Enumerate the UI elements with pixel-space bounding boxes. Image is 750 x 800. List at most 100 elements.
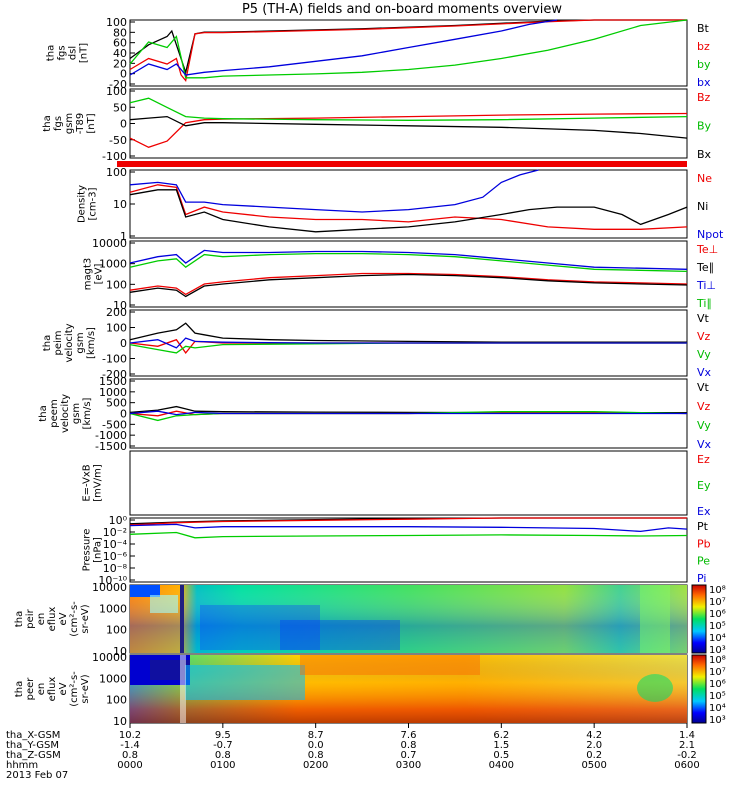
y-tick-label: 0 <box>120 68 127 81</box>
y-axis-label: gsm <box>64 113 75 134</box>
y-axis-label: gsm <box>75 332 86 353</box>
legend-entry: Pe <box>697 555 710 568</box>
y-tick-label: -1000 <box>95 429 127 442</box>
legend-entry: By <box>697 120 712 133</box>
legend-entry: Vt <box>697 312 710 325</box>
y-tick-label: 10⁻⁴ <box>103 538 128 551</box>
legend-entry: Vt <box>697 381 710 394</box>
x-tick-label: 1.5 <box>493 740 509 751</box>
electron-spectrogram-image <box>130 655 687 723</box>
y-tick-label: 100 <box>106 624 127 637</box>
y-tick-label: 80 <box>113 26 127 39</box>
panel-fgs-gsm: 100 50 0 -50 -100 tha fgs gsm -T89 [nT] Bz By Bx <box>42 85 712 163</box>
y-axis-label: Pressure <box>82 529 93 572</box>
series-line-By <box>129 97 688 121</box>
y-tick-label: 10⁰ <box>109 514 128 527</box>
y-axis-label: tha <box>42 335 53 351</box>
colorbar-tick-label: 10⁵ <box>709 691 726 702</box>
x-tick-label: 10.2 <box>119 730 141 741</box>
colorbar-tick-label: 10⁷ <box>709 597 726 608</box>
y-axis-label: [km/s] <box>86 327 97 359</box>
y-tick-label: 1 <box>120 230 127 243</box>
y-axis-label: en <box>36 613 47 626</box>
series-line-Ni <box>129 189 688 233</box>
y-axis-label: dsl <box>68 46 79 60</box>
x-axis-labels: tha_X-GSM 10.2 9.5 8.7 7.6 6.2 4.2 1.4 tha_Y-GSM… <box>6 723 700 781</box>
x-tick-label: 9.5 <box>215 730 231 741</box>
panel-peim-velocity: 200 100 0 -100 -200 tha peim velocity gsm [km/s] V… <box>42 306 712 381</box>
x-row-label: tha_X-GSM <box>6 730 60 741</box>
x-tick-label: -0.7 <box>213 740 233 751</box>
colorbar-tick-label: 10⁴ <box>709 703 726 714</box>
y-axis-label: [mV/m] <box>93 464 104 502</box>
y-axis-label: tha <box>46 45 57 61</box>
legend-entry: Pi <box>697 572 706 585</box>
panel-temperature: 10000 1000 100 10 magt3 [eV] Te⊥ Te∥ Ti⊥ Ti∥ <box>83 237 719 312</box>
colorbar-tick-label: 10⁸ <box>709 585 726 596</box>
series-line-Te⊥ <box>129 272 688 296</box>
y-tick-label: -20 <box>109 78 127 91</box>
legend-entry: Te∥ <box>696 261 714 274</box>
legend-entry: Vx <box>697 438 712 451</box>
legend-entry: Ey <box>697 479 711 492</box>
legend-entry: Te⊥ <box>696 243 718 256</box>
y-tick-label: 1500 <box>99 375 127 388</box>
colorbar-tick-label: 10⁶ <box>709 679 726 690</box>
series-line-Pb <box>129 517 687 526</box>
y-tick-label: 10⁻¹⁰ <box>98 574 127 587</box>
colorbar-tick-label: 10⁵ <box>709 621 726 632</box>
colorbar <box>691 584 707 654</box>
y-axis-label: peim <box>53 330 64 355</box>
y-axis-label: peem <box>49 399 60 427</box>
y-tick-label: 40 <box>113 47 127 60</box>
y-axis-label: tha <box>14 611 25 627</box>
legend-entry: Ti⊥ <box>696 279 716 292</box>
legend-entry: by <box>697 58 711 71</box>
series-line-Pe <box>129 531 688 539</box>
y-axis-label: velocity <box>60 394 71 433</box>
x-tick-label: -0.2 <box>677 750 697 761</box>
x-tick-label: 0300 <box>396 760 421 771</box>
y-axis-label: eflux <box>47 607 58 632</box>
y-tick-label: 10 <box>113 198 127 211</box>
y-axis-label: sr-eV) <box>80 674 91 703</box>
y-tick-label: -1500 <box>95 440 127 453</box>
y-tick-label: -50 <box>109 134 127 147</box>
legend-entry: Vx <box>697 366 712 379</box>
red-separator-band <box>117 161 687 167</box>
y-tick-label: 10 <box>113 715 127 728</box>
y-tick-label: -200 <box>102 368 127 381</box>
x-tick-label: 0500 <box>581 760 606 771</box>
panel-frame <box>129 88 688 159</box>
x-tick-label: 0.5 <box>493 750 509 761</box>
y-axis-label: [nT] <box>86 113 97 133</box>
y-axis-label: tha <box>14 681 25 697</box>
y-tick-label: 60 <box>113 37 127 50</box>
y-axis-label: eV <box>58 682 69 695</box>
y-axis-label: eflux <box>47 677 58 702</box>
y-tick-label: 20 <box>113 57 127 70</box>
y-axis-label: [nT] <box>79 43 90 63</box>
x-tick-label: -1.4 <box>120 740 140 751</box>
colorbar <box>691 654 707 724</box>
y-tick-label: 1000 <box>99 258 127 271</box>
y-tick-label: 200 <box>106 306 127 319</box>
legend-entry: Bx <box>697 148 712 161</box>
series-line-Te∥ <box>129 273 688 298</box>
y-axis-label: eV <box>58 612 69 625</box>
y-tick-label: 0 <box>120 337 127 350</box>
colorbar-tick-label: 10³ <box>709 715 726 726</box>
y-tick-label: 100 <box>106 166 127 179</box>
legend-entry: bx <box>697 76 711 89</box>
x-row-label: tha_Z-GSM <box>6 750 61 761</box>
y-axis-label: E=-VxB <box>82 464 93 501</box>
legend-entry: Ni <box>697 200 708 213</box>
legend-entry: Ne <box>697 172 712 185</box>
ion-spectrogram-image <box>130 585 687 653</box>
series-line-Vt <box>129 322 687 343</box>
y-axis-label: magt3 <box>83 258 94 291</box>
